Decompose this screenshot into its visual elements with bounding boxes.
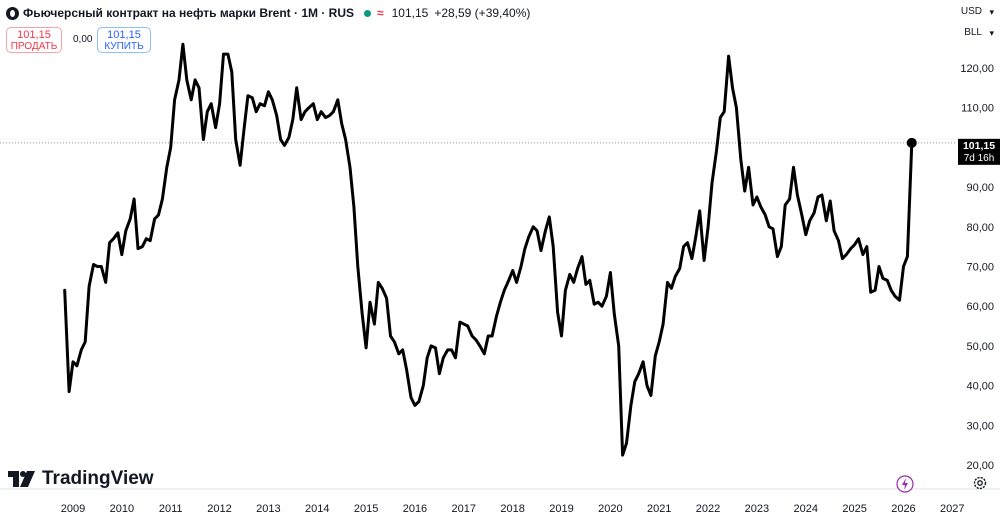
y-tick-label: 50,00 [966,341,994,353]
y-tick-label: 80,00 [966,222,994,234]
spread-value: 0,00 [73,34,93,45]
x-tick-label: 2023 [745,503,769,515]
x-tick-label: 2011 [159,503,183,515]
last-price-marker [906,137,917,148]
market-status-icon [364,9,372,17]
delay-wave-icon: ≈ [377,6,384,20]
currency-chevron-icon[interactable]: ▾ [989,7,994,17]
x-tick-label: 2013 [256,503,280,515]
tradingview-mark-icon [8,471,35,487]
sell-button[interactable]: 101,15 ПРОДАТЬ [6,27,62,53]
flash-icon[interactable] [896,475,914,493]
buy-price: 101,15 [107,29,141,41]
x-tick-label: 2016 [403,503,427,515]
y-tick-label: 20,00 [966,460,994,472]
x-tick-label: 2027 [940,503,964,515]
y-tick-label: 110,00 [961,103,994,115]
series-line-brent [63,42,914,457]
y-tick-label: 70,00 [966,262,994,274]
x-tick-label: 2017 [452,503,476,515]
x-tick-label: 2009 [61,503,85,515]
last-price-value: 101,15 [963,140,995,152]
unit-chevron-icon[interactable]: ▾ [989,28,994,38]
brand-name: TradingView [42,468,154,489]
sell-label: ПРОДАТЬ [10,41,58,52]
y-tick-label: 120,00 [960,63,994,75]
currency-selector[interactable]: USD [960,6,982,17]
x-tick-label: 2022 [696,503,720,515]
x-tick-label: 2021 [647,503,671,515]
last-price-label: 101,15 7d 16h [958,138,1000,165]
tradingview-logo[interactable]: TradingView [8,468,154,490]
x-tick-label: 2019 [549,503,573,515]
header-price: 101,15 [391,6,429,20]
y-tick-label: 40,00 [966,381,994,393]
buy-button[interactable]: 101,15 КУПИТЬ [97,27,151,53]
x-tick-label: 2018 [500,503,524,515]
x-tick-label: 2026 [891,503,915,515]
symbol-title[interactable]: Фьючерсный контракт на нефть марки Brent… [23,6,355,20]
symbol-logo-icon [6,6,19,20]
y-tick-label: 60,00 [966,301,994,313]
x-tick-label: 2010 [110,503,134,515]
x-tick-label: 2014 [305,503,329,515]
buy-label: КУПИТЬ [104,41,144,52]
x-tick-label: 2024 [794,503,818,515]
chart-header: Фьючерсный контракт на нефть марки Brent… [6,4,530,22]
countdown-value: 7d 16h [964,153,995,164]
x-tick-label: 2015 [354,503,378,515]
y-tick-label: 90,00 [966,182,994,194]
x-tick-label: 2025 [842,503,866,515]
unit-selector[interactable]: BLL [964,27,982,38]
settings-gear-icon[interactable] [972,475,988,491]
x-tick-label: 2020 [598,503,622,515]
y-tick-label: 30,00 [966,420,994,432]
header-change: +28,59 (+39,40%) [434,6,531,20]
sell-price: 101,15 [17,29,51,41]
x-tick-label: 2012 [207,503,231,515]
